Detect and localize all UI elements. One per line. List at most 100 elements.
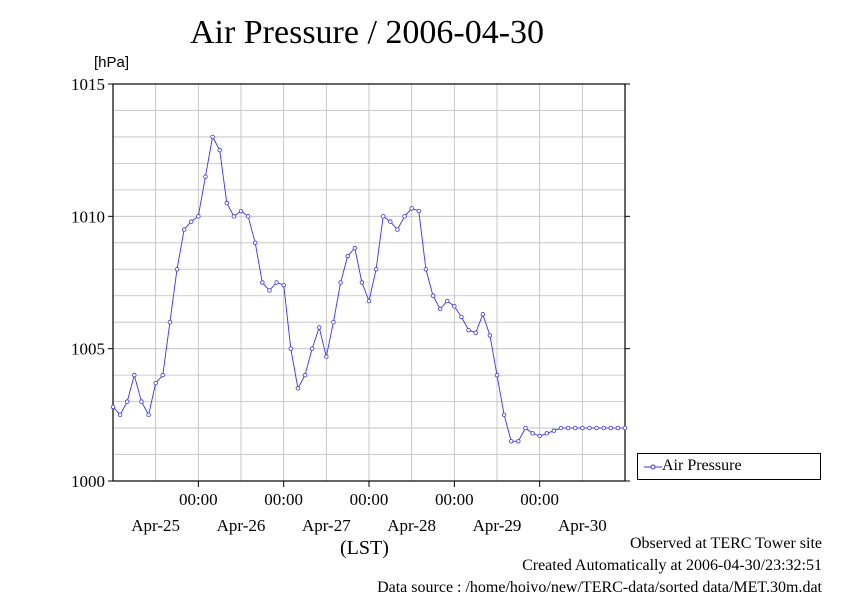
data-point bbox=[373, 267, 379, 272]
data-point bbox=[338, 280, 343, 285]
data-point bbox=[530, 431, 535, 436]
data-point bbox=[224, 200, 229, 206]
x-time-label: 00:00 bbox=[350, 490, 389, 509]
data-point bbox=[452, 304, 457, 309]
data-point bbox=[210, 134, 215, 140]
data-point bbox=[459, 314, 464, 320]
series-air-pressure bbox=[110, 134, 628, 444]
x-date-label: Apr-26 bbox=[217, 516, 266, 535]
data-point bbox=[494, 372, 500, 378]
data-point bbox=[622, 425, 628, 431]
data-point bbox=[466, 327, 471, 333]
data-point bbox=[608, 425, 613, 431]
data-point bbox=[153, 380, 158, 386]
data-point bbox=[551, 428, 557, 433]
y-tick-label: 1015 bbox=[71, 75, 105, 94]
data-point bbox=[288, 346, 293, 351]
data-point bbox=[245, 214, 251, 219]
data-point bbox=[160, 372, 165, 378]
data-point bbox=[309, 346, 315, 351]
data-point bbox=[253, 240, 258, 245]
data-point bbox=[117, 412, 123, 418]
y-tick-label: 1010 bbox=[71, 207, 105, 226]
data-point bbox=[167, 320, 173, 325]
data-point bbox=[217, 147, 222, 153]
data-point bbox=[580, 425, 585, 431]
footer-source: Data source : /home/hoivo/new/TERC-data/… bbox=[377, 579, 822, 596]
data-point bbox=[381, 214, 386, 219]
data-point bbox=[281, 282, 286, 288]
data-point bbox=[558, 425, 564, 431]
data-point bbox=[274, 280, 279, 285]
data-point bbox=[366, 298, 372, 304]
data-point bbox=[324, 354, 329, 359]
data-point bbox=[174, 267, 180, 272]
x-time-label: 00:00 bbox=[520, 490, 559, 509]
data-point bbox=[409, 206, 414, 211]
data-point bbox=[480, 312, 485, 317]
data-point bbox=[565, 425, 571, 431]
data-point bbox=[615, 425, 621, 431]
data-point bbox=[388, 219, 393, 224]
data-point bbox=[238, 208, 244, 214]
data-point bbox=[395, 227, 400, 232]
data-point bbox=[359, 280, 365, 285]
data-point bbox=[416, 208, 421, 214]
data-point bbox=[523, 425, 528, 431]
data-point bbox=[487, 333, 493, 338]
data-point bbox=[331, 320, 336, 325]
data-point bbox=[544, 431, 549, 436]
data-point bbox=[573, 425, 578, 431]
x-time-label: 00:00 bbox=[264, 490, 303, 509]
data-point bbox=[430, 293, 436, 298]
chart-axes: 1000 1005 1010 1015 00:00 00:00 00:00 00:00 00:0… bbox=[71, 75, 630, 535]
data-point bbox=[260, 280, 265, 285]
data-point bbox=[302, 372, 308, 378]
data-point bbox=[445, 298, 450, 304]
data-point bbox=[139, 399, 144, 404]
data-point bbox=[423, 267, 429, 272]
x-date-label: Apr-29 bbox=[473, 516, 522, 535]
legend-label: Air Pressure bbox=[662, 457, 742, 474]
data-point bbox=[267, 288, 272, 293]
x-date-label: Apr-25 bbox=[131, 516, 180, 535]
data-point bbox=[345, 253, 350, 259]
footer-created: Created Automatically at 2006-04-30/23:3… bbox=[522, 557, 822, 574]
data-point bbox=[181, 227, 187, 232]
x-time-label: 00:00 bbox=[179, 490, 218, 509]
y-tick-label: 1000 bbox=[71, 472, 105, 491]
data-point bbox=[594, 425, 599, 431]
data-point bbox=[473, 330, 478, 335]
data-point bbox=[437, 306, 443, 312]
data-point bbox=[110, 404, 116, 410]
data-point bbox=[231, 214, 237, 219]
data-point bbox=[146, 412, 151, 418]
data-point bbox=[132, 372, 137, 378]
data-point bbox=[203, 174, 208, 179]
y-tick-label: 1005 bbox=[71, 340, 105, 359]
footer-site: Observed at TERC Tower site bbox=[629, 535, 822, 552]
legend: Air Pressure bbox=[637, 453, 821, 480]
x-date-label: Apr-30 bbox=[558, 516, 607, 535]
data-point bbox=[509, 439, 514, 444]
chart-title: Air Pressure / 2006-04-30 bbox=[189, 14, 545, 51]
data-point bbox=[317, 325, 322, 330]
data-point bbox=[501, 412, 507, 418]
data-point bbox=[295, 386, 301, 391]
x-axis-unit-label: (LST) bbox=[340, 537, 389, 559]
data-point bbox=[189, 219, 194, 224]
x-date-label: Apr-28 bbox=[387, 516, 436, 535]
data-point bbox=[537, 433, 542, 439]
data-point bbox=[125, 399, 130, 404]
y-axis-unit-label: [hPa] bbox=[94, 54, 130, 71]
data-point bbox=[601, 425, 606, 431]
data-point bbox=[196, 214, 201, 219]
data-point bbox=[516, 439, 521, 444]
data-point bbox=[402, 214, 407, 219]
x-date-label: Apr-27 bbox=[302, 516, 351, 535]
chart-grid bbox=[113, 84, 625, 481]
data-point bbox=[587, 425, 592, 431]
data-point bbox=[352, 245, 357, 251]
x-time-label: 00:00 bbox=[435, 490, 474, 509]
